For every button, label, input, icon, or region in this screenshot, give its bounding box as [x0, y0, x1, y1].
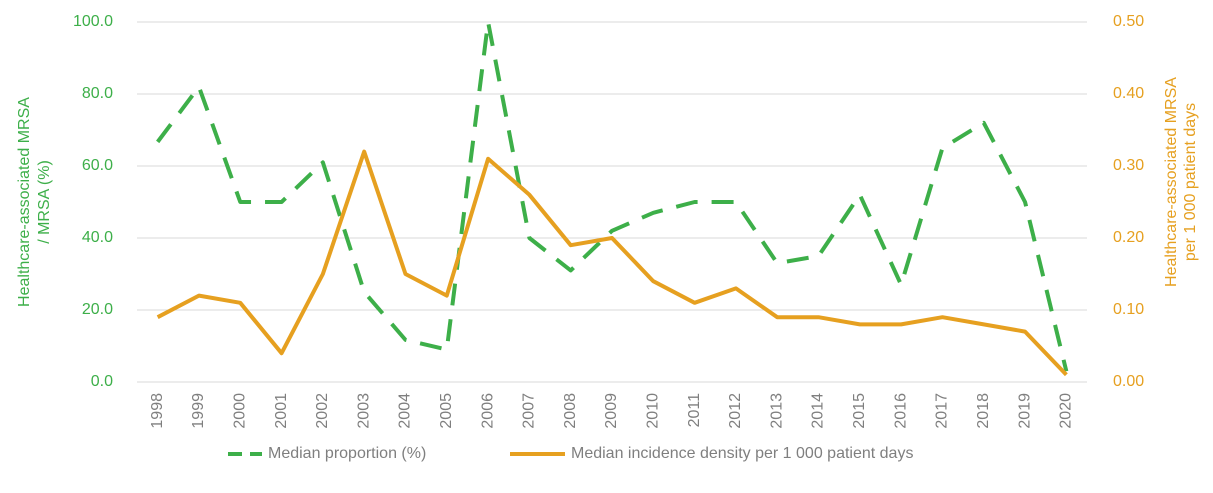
y-tick-label: 0.0: [91, 373, 113, 390]
x-tick-label: 2014: [810, 393, 827, 429]
series-line: [156, 149, 1068, 377]
y-tick-label: 100.0: [73, 13, 113, 30]
x-tick-label: 2005: [438, 393, 455, 429]
x-tick-label: 2018: [975, 393, 992, 429]
y-axis-title: / MRSA (%): [36, 160, 53, 244]
y-tick-label: 20.0: [82, 301, 113, 318]
y-axis-title: Healthcare-associated MRSA: [16, 97, 33, 307]
y-tick-label: 40.0: [82, 229, 113, 246]
x-tick-label: 1999: [190, 393, 207, 429]
x-tick-label: 2011: [686, 393, 703, 428]
y-tick-label: 60.0: [82, 157, 113, 174]
x-tick-label: 2008: [562, 393, 579, 429]
legend-label: Median proportion (%): [268, 445, 426, 462]
x-tick-label: 2009: [603, 393, 620, 429]
x-tick-label: 2002: [314, 393, 331, 429]
x-tick-label: 2016: [892, 393, 909, 429]
x-tick-label: 2006: [479, 393, 496, 429]
y2-tick-label: 0.40: [1113, 85, 1144, 102]
y2-axis-title: per 1 000 patient days: [1182, 103, 1199, 261]
x-tick-label: 2010: [645, 393, 662, 429]
x-tick-label: 2007: [521, 393, 538, 429]
x-tick-label: 2004: [397, 393, 414, 429]
series-line: [156, 20, 1069, 372]
x-tick-label: 2013: [768, 393, 785, 429]
y2-tick-label: 0.10: [1113, 301, 1144, 318]
x-tick-label: 1998: [149, 393, 166, 429]
x-tick-label: 2019: [1016, 393, 1033, 429]
x-tick-label: 2000: [231, 393, 248, 429]
x-tick-label: 2020: [1058, 393, 1075, 429]
x-tick-label: 2017: [934, 393, 951, 429]
y2-tick-label: 0.30: [1113, 157, 1144, 174]
legend-label: Median incidence density per 1 000 patie…: [571, 445, 913, 462]
y2-axis-title: Healthcare-associated MRSA: [1163, 77, 1180, 287]
y2-tick-label: 0.00: [1113, 373, 1144, 390]
y2-tick-label: 0.20: [1113, 229, 1144, 246]
y-tick-label: 80.0: [82, 85, 113, 102]
x-tick-label: 2003: [355, 393, 372, 429]
x-tick-label: 2001: [273, 393, 290, 429]
x-tick-label: 2015: [851, 393, 868, 429]
x-tick-label: 2012: [727, 393, 744, 429]
y2-tick-label: 0.50: [1113, 13, 1144, 30]
